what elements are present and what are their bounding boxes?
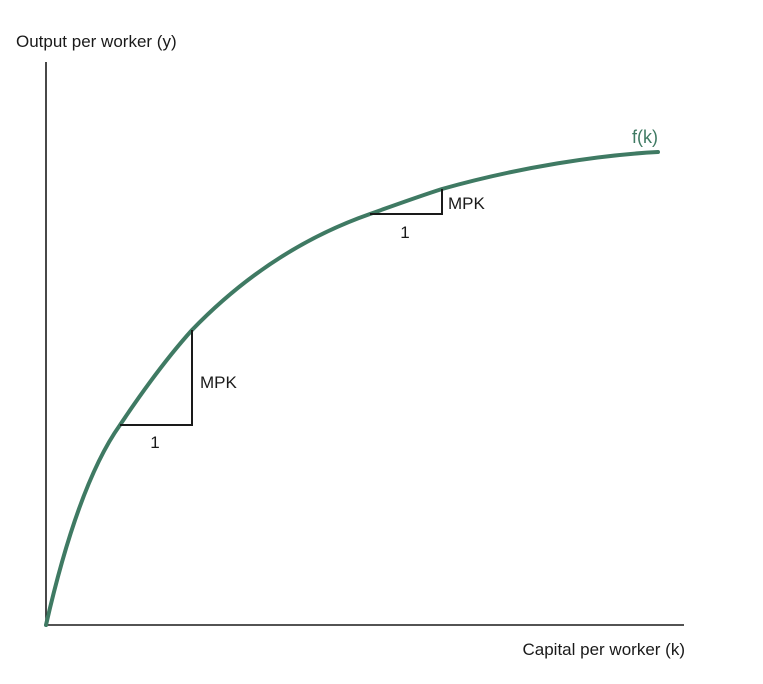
slope-2-run-label: 1 bbox=[400, 223, 409, 242]
slope-2-rise-label: MPK bbox=[448, 194, 486, 213]
curve-label: f(k) bbox=[632, 127, 658, 147]
slope-1-run-label: 1 bbox=[150, 433, 159, 452]
y-axis-label: Output per worker (y) bbox=[16, 32, 177, 51]
slope-triangle-1 bbox=[120, 330, 193, 426]
slope-1-rise-label: MPK bbox=[200, 373, 238, 392]
slope-triangle-2 bbox=[370, 189, 443, 215]
production-curve bbox=[44, 150, 660, 627]
x-axis-label: Capital per worker (k) bbox=[523, 640, 686, 659]
